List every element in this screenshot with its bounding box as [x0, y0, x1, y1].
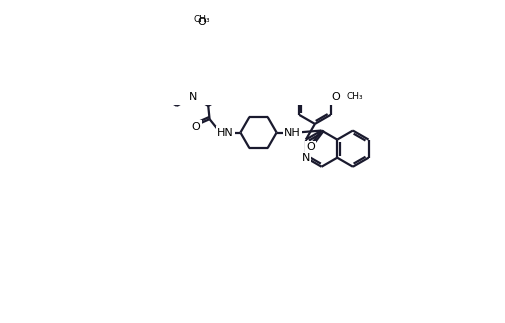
- Text: O: O: [306, 141, 315, 151]
- Text: CH₃: CH₃: [346, 92, 363, 101]
- Text: N: N: [188, 92, 196, 102]
- Text: O: O: [197, 17, 206, 27]
- Text: N: N: [301, 153, 310, 163]
- Text: HN: HN: [217, 128, 234, 138]
- Text: O: O: [191, 121, 200, 131]
- Text: CH₃: CH₃: [193, 15, 210, 24]
- Text: O: O: [331, 92, 340, 102]
- Text: NH: NH: [283, 128, 300, 138]
